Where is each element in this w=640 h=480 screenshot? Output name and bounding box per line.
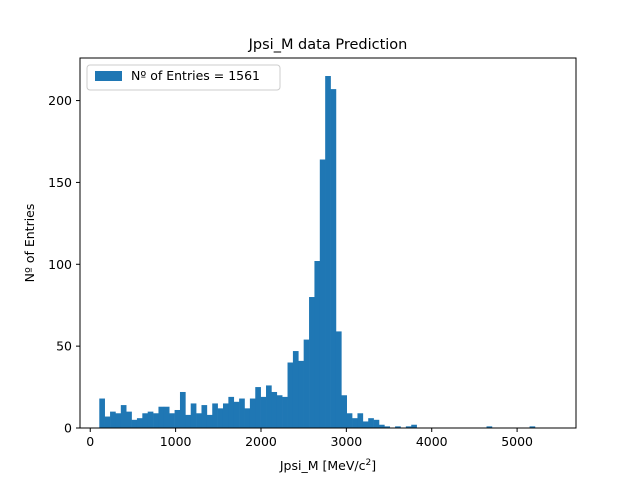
histogram-bar — [287, 362, 294, 428]
histogram-bar — [201, 405, 208, 428]
histogram-bar — [174, 409, 181, 428]
y-tick-label: 150 — [48, 175, 72, 190]
x-axis-label-superscript: 2 — [365, 458, 371, 468]
y-tick-label: 50 — [56, 339, 72, 354]
histogram-bar — [411, 424, 417, 428]
y-axis-label: Nº of Entries — [22, 204, 37, 283]
histogram-bar — [314, 261, 321, 428]
histogram-bar — [362, 421, 369, 428]
histogram-bar — [266, 385, 272, 428]
histogram-bar — [233, 401, 240, 428]
histogram-bar — [368, 418, 374, 428]
histogram-bar — [239, 398, 245, 428]
histogram-bar — [185, 414, 192, 428]
histogram-bar — [276, 395, 283, 428]
histogram-bar — [196, 413, 202, 428]
histogram-bar — [352, 418, 358, 428]
histogram-bar — [260, 396, 267, 428]
x-axis-ticks: 0 1000 2000 3000 4000 5000 — [86, 428, 533, 449]
histogram-bar — [309, 297, 315, 428]
histogram-bar — [378, 424, 385, 428]
histogram-bar — [486, 426, 493, 428]
x-tick-label: 4000 — [416, 434, 448, 449]
histogram-bar — [282, 396, 288, 428]
histogram-bar — [271, 391, 278, 428]
y-tick-label: 100 — [48, 257, 72, 272]
x-tick-label: 0 — [86, 434, 94, 449]
histogram-bar — [255, 387, 261, 428]
histogram-bar — [110, 411, 116, 428]
histogram-bar — [99, 398, 105, 428]
x-axis-label: Jpsi_M [MeV/c2] — [279, 458, 376, 473]
histogram-bar — [126, 411, 132, 428]
histogram-bar — [115, 413, 122, 428]
histogram-bar — [131, 419, 138, 428]
histogram-bar — [249, 398, 256, 428]
histogram-bars — [99, 76, 536, 429]
histogram-bar — [169, 413, 175, 428]
y-tick-label: 200 — [48, 93, 72, 108]
x-tick-label: 5000 — [501, 434, 533, 449]
histogram-bar — [120, 405, 127, 428]
x-axis-label-end: ] — [371, 458, 376, 473]
chart-title: Jpsi_M data Prediction — [248, 37, 408, 53]
legend-swatch — [95, 71, 122, 81]
histogram-bar — [292, 351, 299, 428]
legend: Nº of Entries = 1561 — [86, 64, 281, 91]
histogram-bar — [298, 360, 304, 428]
x-tick-label: 1000 — [160, 434, 192, 449]
histogram-bar — [142, 413, 148, 428]
x-axis-label-main: Jpsi_M [MeV/c — [279, 458, 366, 473]
histogram-bar — [158, 406, 165, 428]
histogram-bar — [319, 159, 326, 428]
histogram-bar — [244, 408, 251, 428]
histogram-bar — [335, 331, 342, 428]
y-axis-ticks: 0 50 100 150 200 — [48, 93, 80, 436]
histogram-bar — [147, 411, 154, 428]
histogram-bar — [190, 403, 197, 428]
histogram-bar — [373, 419, 380, 428]
y-tick-label: 0 — [64, 421, 72, 436]
histogram-bar — [104, 416, 111, 428]
legend-label: Nº of Entries = 1561 — [131, 68, 260, 83]
histogram-bar — [529, 426, 536, 428]
x-tick-label: 2000 — [245, 434, 277, 449]
histogram-bar — [325, 76, 331, 428]
histogram-bar — [222, 403, 229, 428]
histogram-bar — [330, 89, 337, 429]
histogram-bar — [346, 413, 353, 428]
x-tick-label: 3000 — [330, 434, 362, 449]
histogram-bar — [228, 396, 235, 428]
histogram-bar — [153, 413, 159, 428]
histogram-bar — [384, 426, 391, 428]
histogram-bar — [341, 395, 347, 428]
histogram-bar — [303, 339, 310, 428]
histogram-bar — [395, 426, 401, 428]
histogram-bar — [357, 413, 364, 428]
histogram-bar — [179, 391, 186, 428]
histogram-bar — [136, 418, 143, 428]
histogram-bar — [217, 408, 224, 428]
histogram-bar — [163, 406, 170, 428]
histogram-bar — [212, 403, 218, 428]
histogram-bar — [206, 414, 213, 428]
legend-box — [86, 64, 281, 91]
histogram-bar — [405, 426, 412, 428]
plot-frame — [79, 57, 577, 429]
